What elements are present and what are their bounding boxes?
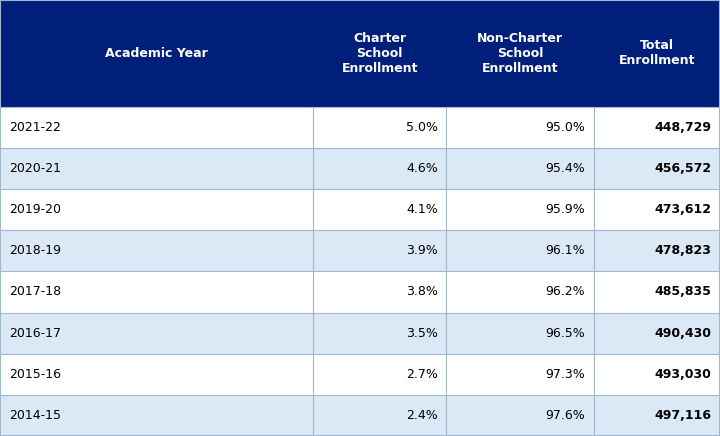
Bar: [0, 395, 313, 436]
Text: 2.4%: 2.4%: [406, 409, 438, 422]
Text: 2020-21: 2020-21: [9, 162, 60, 175]
Bar: [446, 395, 594, 436]
Text: 2017-18: 2017-18: [9, 286, 60, 299]
Text: 490,430: 490,430: [654, 327, 711, 340]
Bar: [0, 230, 313, 271]
Bar: [0, 148, 313, 189]
Bar: [0, 107, 313, 148]
Text: 456,572: 456,572: [654, 162, 711, 175]
Text: 97.6%: 97.6%: [546, 409, 585, 422]
Bar: [313, 271, 446, 313]
Bar: [313, 0, 446, 107]
Text: 2021-22: 2021-22: [9, 121, 60, 134]
Text: 5.0%: 5.0%: [406, 121, 438, 134]
Bar: [446, 0, 594, 107]
Text: 478,823: 478,823: [654, 244, 711, 257]
Text: Academic Year: Academic Year: [105, 47, 208, 60]
Text: Total
Enrollment: Total Enrollment: [618, 39, 696, 68]
Text: 96.1%: 96.1%: [546, 244, 585, 257]
Text: 3.5%: 3.5%: [406, 327, 438, 340]
Text: 3.8%: 3.8%: [406, 286, 438, 299]
Bar: [313, 189, 446, 230]
Text: 2014-15: 2014-15: [9, 409, 60, 422]
Bar: [446, 271, 594, 313]
Bar: [313, 148, 446, 189]
Text: 473,612: 473,612: [654, 203, 711, 216]
Text: Charter
School
Enrollment: Charter School Enrollment: [341, 32, 418, 75]
Bar: [446, 354, 594, 395]
Bar: [446, 230, 594, 271]
Bar: [594, 107, 720, 148]
Bar: [594, 0, 720, 107]
Bar: [313, 107, 446, 148]
Bar: [446, 189, 594, 230]
Bar: [313, 313, 446, 354]
Text: 95.0%: 95.0%: [546, 121, 585, 134]
Text: 95.9%: 95.9%: [546, 203, 585, 216]
Text: 2.7%: 2.7%: [406, 368, 438, 381]
Text: 493,030: 493,030: [654, 368, 711, 381]
Bar: [0, 354, 313, 395]
Text: 3.9%: 3.9%: [406, 244, 438, 257]
Text: 2016-17: 2016-17: [9, 327, 60, 340]
Bar: [313, 354, 446, 395]
Text: 497,116: 497,116: [654, 409, 711, 422]
Bar: [594, 189, 720, 230]
Text: 2019-20: 2019-20: [9, 203, 60, 216]
Text: 485,835: 485,835: [654, 286, 711, 299]
Text: 95.4%: 95.4%: [546, 162, 585, 175]
Bar: [594, 230, 720, 271]
Bar: [594, 395, 720, 436]
Text: 97.3%: 97.3%: [546, 368, 585, 381]
Text: 2015-16: 2015-16: [9, 368, 60, 381]
Bar: [446, 313, 594, 354]
Bar: [0, 271, 313, 313]
Bar: [0, 313, 313, 354]
Text: 448,729: 448,729: [654, 121, 711, 134]
Text: 2018-19: 2018-19: [9, 244, 60, 257]
Bar: [313, 395, 446, 436]
Text: Non-Charter
School
Enrollment: Non-Charter School Enrollment: [477, 32, 563, 75]
Bar: [0, 0, 313, 107]
Bar: [594, 271, 720, 313]
Bar: [446, 148, 594, 189]
Bar: [0, 189, 313, 230]
Bar: [594, 148, 720, 189]
Text: 4.6%: 4.6%: [406, 162, 438, 175]
Bar: [446, 107, 594, 148]
Bar: [594, 354, 720, 395]
Text: 96.5%: 96.5%: [546, 327, 585, 340]
Text: 4.1%: 4.1%: [406, 203, 438, 216]
Bar: [594, 313, 720, 354]
Bar: [313, 230, 446, 271]
Text: 96.2%: 96.2%: [546, 286, 585, 299]
